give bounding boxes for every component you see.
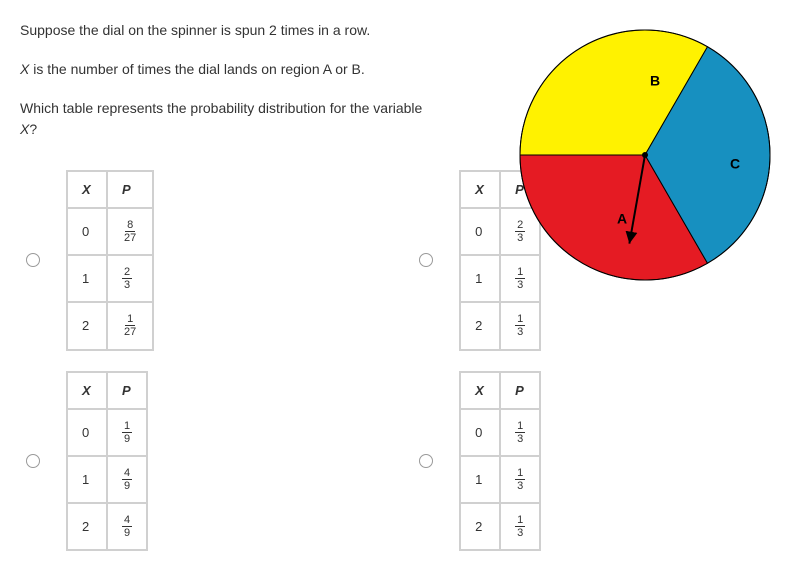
option-table-1: XP08271232127: [66, 170, 393, 351]
cell-p: 13: [500, 302, 540, 349]
cell-x: 2: [67, 503, 107, 550]
cell-x: 2: [460, 302, 500, 349]
table-row: 019: [67, 409, 147, 456]
cell-x: 1: [67, 255, 107, 302]
table-row: 2127: [67, 302, 153, 349]
spinner-chart: A B C: [510, 20, 780, 293]
cell-p: 827: [107, 208, 153, 255]
col-p-header: P: [107, 171, 153, 208]
col-x-header: X: [460, 171, 500, 208]
cell-x: 2: [460, 503, 500, 550]
cell-x: 0: [67, 409, 107, 456]
question-text: Suppose the dial on the spinner is spun …: [20, 20, 440, 140]
cell-p: 49: [107, 456, 147, 503]
radio-option-3[interactable]: [26, 454, 40, 468]
question-line-2: X is the number of times the dial lands …: [20, 59, 440, 80]
radio-option-1[interactable]: [26, 253, 40, 267]
table-row: 013: [460, 409, 540, 456]
col-x-header: X: [67, 171, 107, 208]
option-table-3: XP019149249: [66, 371, 393, 552]
table-row: 0827: [67, 208, 153, 255]
col-p-header: P: [500, 372, 540, 409]
cell-p: 13: [500, 456, 540, 503]
table-row: 123: [67, 255, 153, 302]
spinner-label-c: C: [730, 156, 740, 172]
question-line-1: Suppose the dial on the spinner is spun …: [20, 20, 440, 41]
option-table-4: XP013113213: [459, 371, 780, 552]
var-x: X: [20, 61, 29, 77]
table-row: 213: [460, 302, 540, 349]
spinner-hub: [642, 152, 648, 158]
table-row: 149: [67, 456, 147, 503]
cell-x: 0: [67, 208, 107, 255]
question-line-3: Which table represents the probability d…: [20, 98, 440, 140]
cell-x: 1: [67, 456, 107, 503]
col-x-header: X: [460, 372, 500, 409]
probability-table: XP019149249: [66, 371, 148, 552]
cell-x: 2: [67, 302, 107, 349]
table-row: 113: [460, 456, 540, 503]
cell-p: 13: [500, 503, 540, 550]
radio-option-4[interactable]: [419, 454, 433, 468]
radio-option-2[interactable]: [419, 253, 433, 267]
probability-table: XP013113213: [459, 371, 541, 552]
col-p-header: P: [107, 372, 147, 409]
spinner-label-a: A: [617, 211, 627, 227]
cell-p: 49: [107, 503, 147, 550]
cell-p: 13: [500, 409, 540, 456]
cell-x: 0: [460, 208, 500, 255]
col-x-header: X: [67, 372, 107, 409]
table-row: 213: [460, 503, 540, 550]
cell-x: 1: [460, 255, 500, 302]
table-row: 249: [67, 503, 147, 550]
cell-x: 1: [460, 456, 500, 503]
probability-table: XP08271232127: [66, 170, 154, 351]
cell-x: 0: [460, 409, 500, 456]
cell-p: 23: [107, 255, 153, 302]
var-x: X: [20, 121, 29, 137]
spinner-label-b: B: [650, 73, 660, 89]
cell-p: 19: [107, 409, 147, 456]
cell-p: 127: [107, 302, 153, 349]
